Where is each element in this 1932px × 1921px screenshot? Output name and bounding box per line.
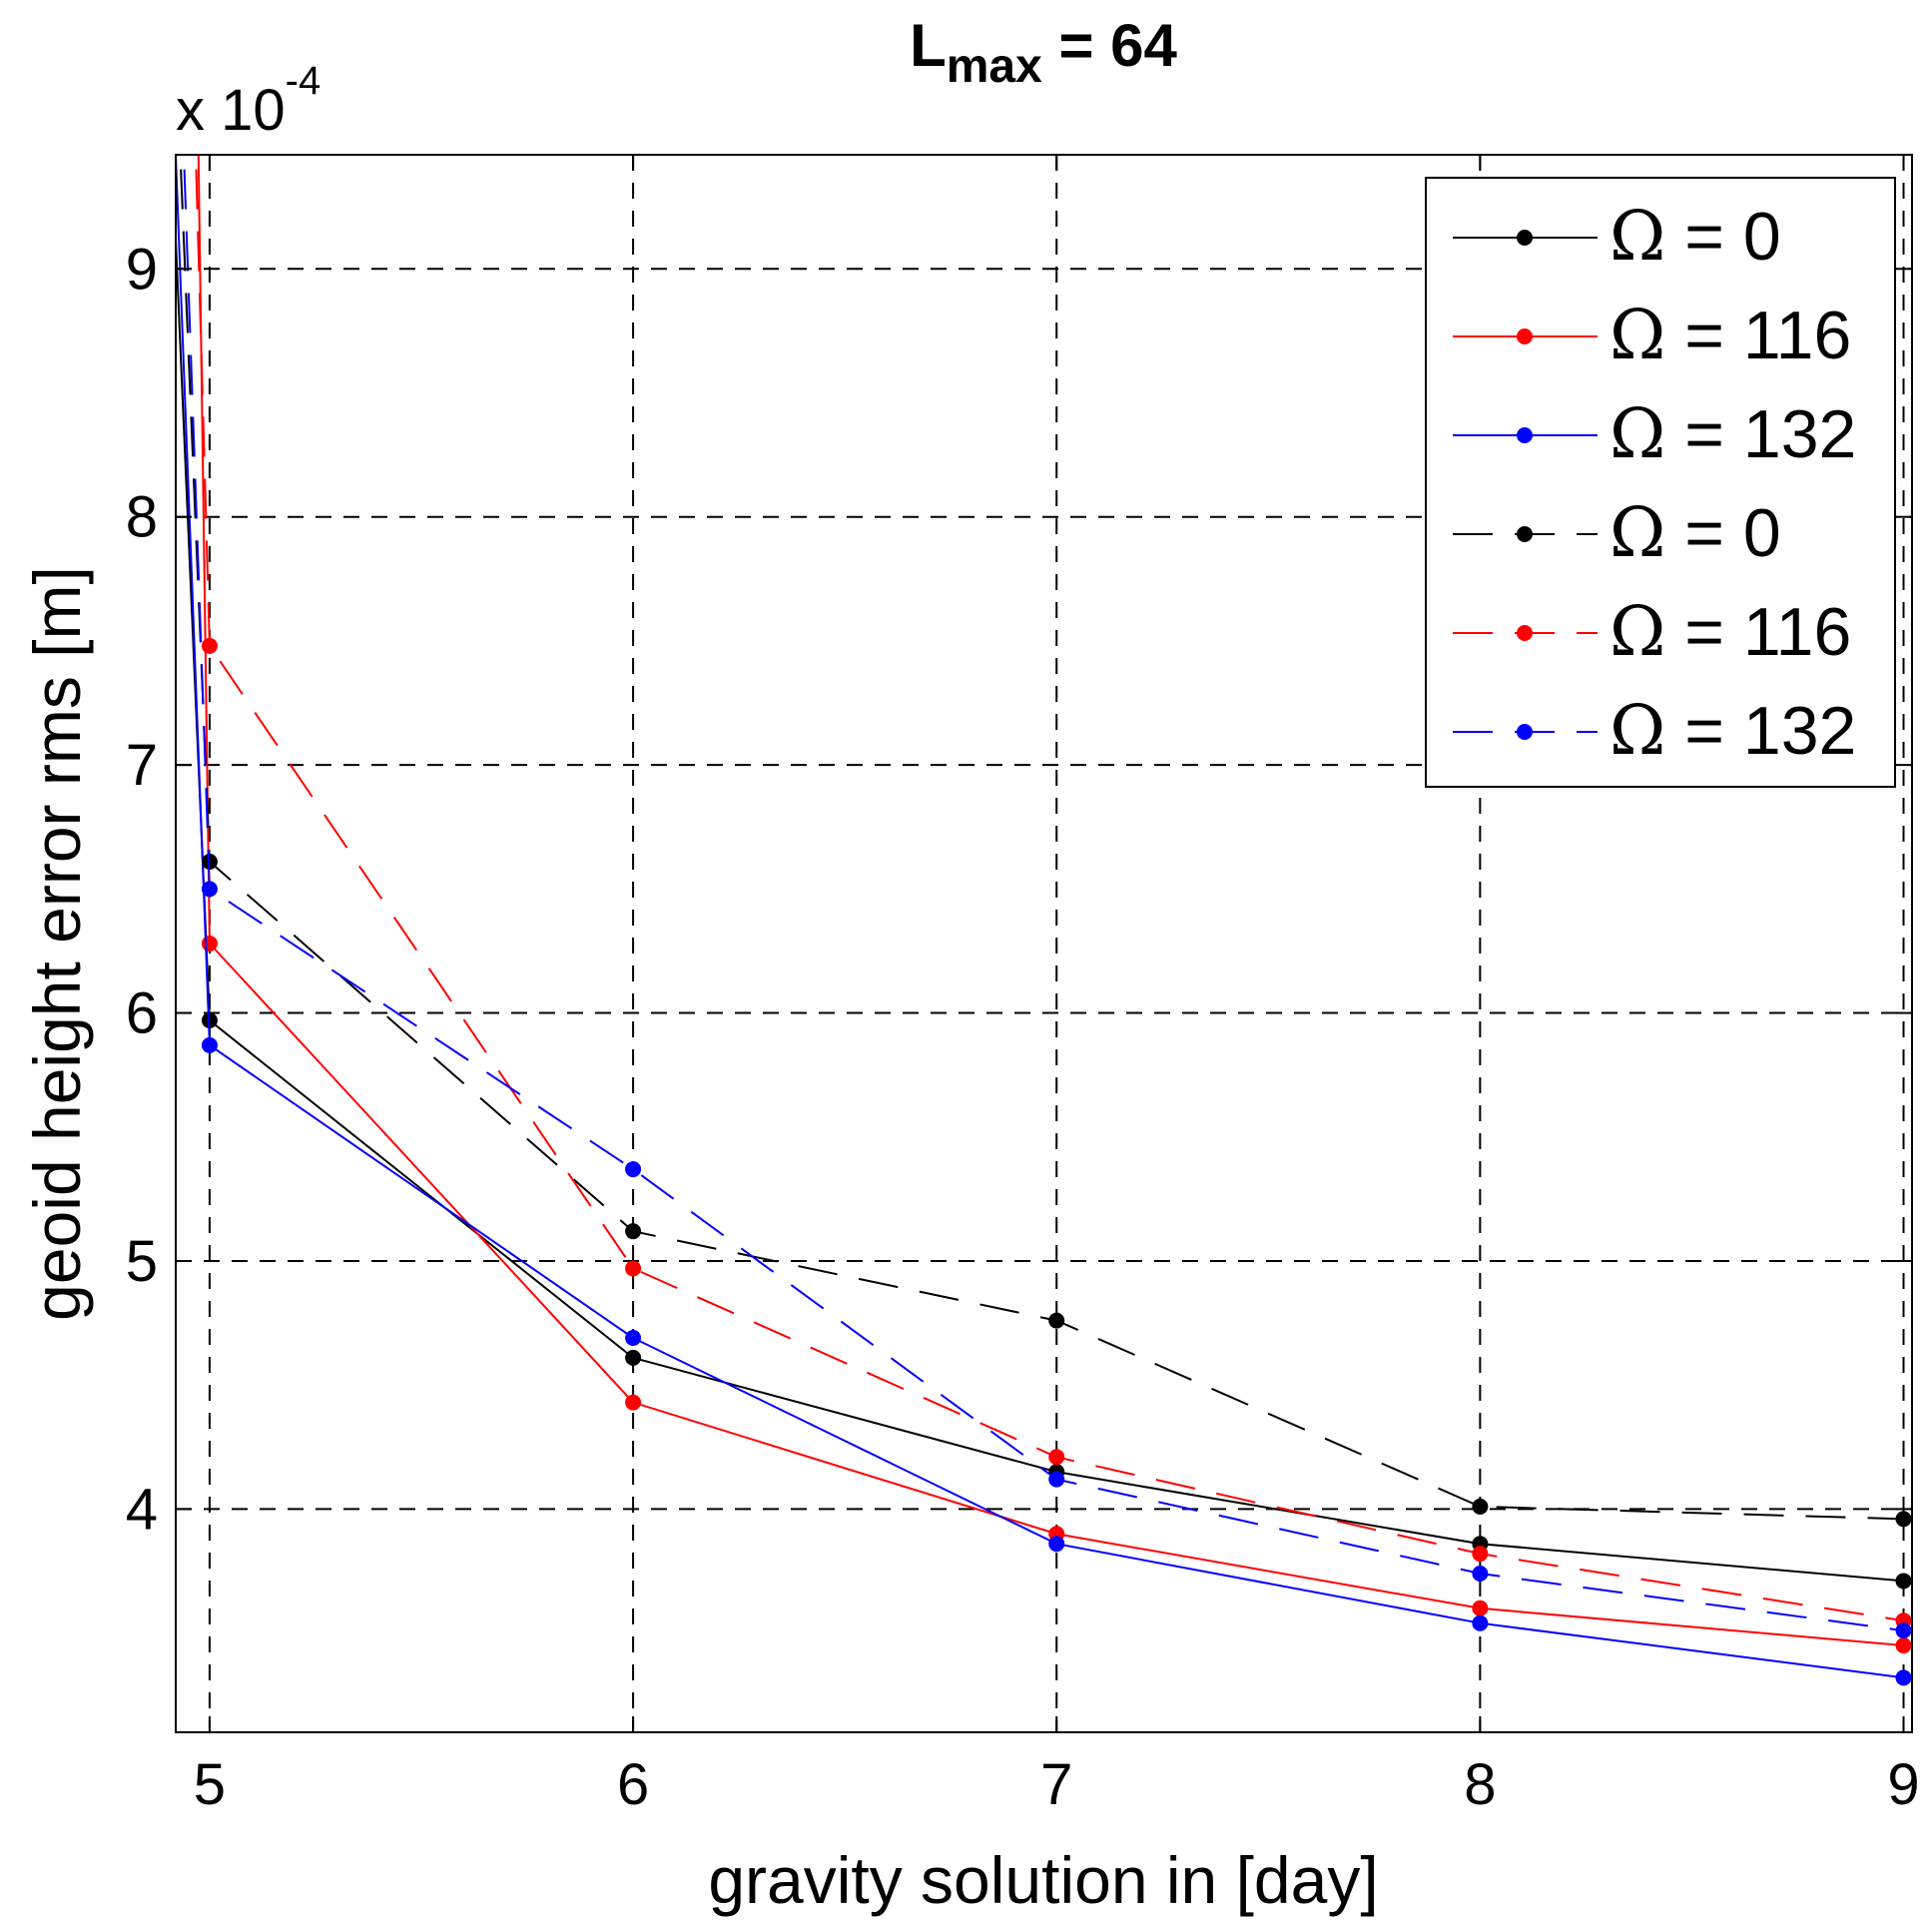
data-point bbox=[625, 1161, 642, 1178]
data-point bbox=[1472, 1600, 1489, 1616]
data-point bbox=[1472, 1546, 1489, 1563]
legend-label: Ω = 0 bbox=[1610, 494, 1781, 573]
x-tick-label: 7 bbox=[1040, 1752, 1072, 1817]
data-point bbox=[1048, 1536, 1065, 1553]
data-point bbox=[1895, 1573, 1912, 1590]
data-point bbox=[201, 881, 218, 898]
legend-marker bbox=[1517, 427, 1533, 443]
data-point bbox=[625, 1260, 642, 1277]
x-axis-label: gravity solution in [day] bbox=[708, 1843, 1378, 1917]
series-3 bbox=[176, 155, 1912, 1686]
data-point bbox=[201, 936, 218, 952]
data-point bbox=[625, 1349, 642, 1366]
data-point bbox=[1048, 1471, 1065, 1488]
plot-frame bbox=[175, 154, 1913, 1733]
legend-marker bbox=[1517, 526, 1533, 542]
series-line bbox=[195, 155, 1904, 1622]
chart-title: Lmax = 64 bbox=[910, 12, 1177, 93]
data-point bbox=[1895, 1669, 1912, 1686]
data-point bbox=[1472, 1614, 1489, 1631]
y-tick-label: 8 bbox=[126, 485, 158, 550]
y-tick-label: 6 bbox=[126, 981, 158, 1046]
data-point bbox=[201, 1036, 218, 1053]
legend-entry: Ω = 132 bbox=[1453, 395, 1856, 474]
data-point bbox=[625, 1223, 642, 1240]
legend-entry: Ω = 116 bbox=[1453, 297, 1851, 375]
legend-marker bbox=[1517, 328, 1533, 344]
data-point bbox=[625, 1330, 642, 1346]
legend-marker bbox=[1517, 230, 1533, 246]
data-point bbox=[1895, 1622, 1912, 1639]
x-tick-label: 5 bbox=[194, 1752, 226, 1817]
y-tick-label: 7 bbox=[126, 733, 158, 798]
legend-entry: Ω = 116 bbox=[1453, 593, 1851, 672]
y-axis-label: geoid height error rms [m] bbox=[20, 566, 94, 1321]
series-4 bbox=[179, 155, 1912, 1528]
legend-entry: Ω = 132 bbox=[1453, 692, 1856, 771]
y-tick-label: 5 bbox=[126, 1229, 158, 1294]
x-tick-label: 6 bbox=[617, 1752, 649, 1817]
data-point bbox=[1472, 1498, 1489, 1515]
y-tick-label: 9 bbox=[126, 237, 158, 302]
legend-label: Ω = 132 bbox=[1610, 395, 1856, 474]
y-tick-label: 4 bbox=[126, 1477, 158, 1542]
data-point bbox=[625, 1394, 642, 1411]
data-point bbox=[1048, 1449, 1065, 1466]
data-point bbox=[1895, 1637, 1912, 1654]
data-point bbox=[1895, 1511, 1912, 1528]
series-line bbox=[183, 155, 1904, 1632]
data-point bbox=[1472, 1566, 1489, 1583]
y-scale-multiplier: x 10-4 bbox=[176, 59, 321, 143]
legend-label: Ω = 116 bbox=[1610, 593, 1851, 672]
x-tick-label: 8 bbox=[1464, 1752, 1496, 1817]
legend-box bbox=[1425, 177, 1896, 788]
data-point bbox=[1048, 1312, 1065, 1329]
series-line bbox=[176, 155, 1904, 1679]
series-6 bbox=[183, 155, 1912, 1639]
legend-label: Ω = 132 bbox=[1610, 692, 1856, 771]
legend-entry: Ω = 0 bbox=[1453, 494, 1781, 573]
legend-label: Ω = 0 bbox=[1610, 198, 1781, 277]
grid-lines bbox=[176, 155, 1912, 1732]
legend-marker bbox=[1517, 724, 1533, 740]
series-5 bbox=[195, 155, 1912, 1629]
legend: Ω = 0 Ω = 116 Ω = 132 Ω = 0 Ω = 116 Ω = 132 bbox=[1425, 177, 1896, 788]
series-lines bbox=[176, 155, 1912, 1686]
legend-entry: Ω = 0 bbox=[1453, 198, 1781, 277]
legend-marker bbox=[1517, 625, 1533, 641]
data-point bbox=[201, 637, 218, 654]
axis-ticks: 5 6 7 8 9 4 5 6 7 8 9 bbox=[126, 155, 1920, 1817]
x-tick-label: 9 bbox=[1887, 1752, 1919, 1817]
legend-label: Ω = 116 bbox=[1610, 297, 1851, 375]
